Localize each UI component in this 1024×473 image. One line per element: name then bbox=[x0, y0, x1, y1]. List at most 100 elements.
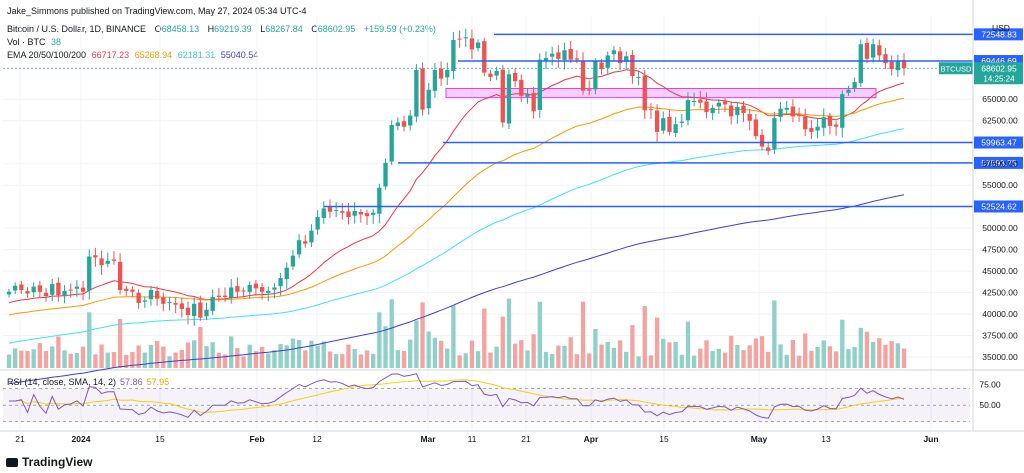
candle-body bbox=[327, 207, 333, 212]
time-tick: 21 bbox=[15, 434, 25, 444]
candle-body bbox=[62, 290, 67, 297]
price-tick: 42500.00 bbox=[982, 288, 1018, 298]
volume-bar bbox=[445, 348, 450, 368]
candle-body bbox=[414, 70, 419, 117]
candle-body bbox=[827, 115, 833, 126]
ema50-value: 65268.94 bbox=[134, 50, 173, 60]
candle-body bbox=[309, 230, 314, 243]
volume-bar bbox=[741, 350, 746, 368]
candle-body bbox=[790, 106, 796, 117]
rsi-pane bbox=[9, 373, 905, 419]
volume-bar bbox=[198, 327, 203, 368]
candle-body bbox=[772, 118, 777, 150]
candle-body bbox=[506, 74, 512, 124]
volume-bar bbox=[229, 336, 234, 368]
change-value: +159.59 (+0.23%) bbox=[363, 24, 436, 34]
candle-body bbox=[673, 124, 678, 133]
candle-body bbox=[611, 50, 617, 55]
candle-body bbox=[729, 105, 734, 117]
horizontal-levels: 72548.83 69446.69 59963.47 57593.75 52524.62… bbox=[3, 28, 1023, 213]
volume-bar bbox=[93, 354, 98, 368]
ema-line bbox=[8, 194, 905, 385]
candle-body bbox=[630, 54, 635, 77]
volume-bar bbox=[562, 345, 567, 368]
volume-bar bbox=[426, 331, 431, 368]
ema-lines bbox=[8, 69, 905, 385]
candle-body bbox=[457, 38, 462, 40]
candle-body bbox=[593, 61, 598, 90]
volume-bar bbox=[321, 341, 326, 368]
candle-body bbox=[401, 121, 407, 127]
volume-bar bbox=[420, 302, 425, 368]
candle-body bbox=[512, 73, 518, 82]
candle-body bbox=[278, 278, 283, 287]
volume-bar bbox=[710, 351, 715, 368]
candle-body bbox=[840, 94, 845, 128]
volume-label: Vol · BTC bbox=[7, 37, 46, 47]
volume-bar bbox=[50, 346, 55, 368]
volume-bar bbox=[346, 344, 351, 368]
candle-body bbox=[19, 284, 24, 291]
volume-bar bbox=[784, 354, 789, 368]
volume-bar bbox=[179, 349, 184, 368]
candle-body bbox=[685, 100, 691, 121]
rsi-legend: RSI (14, close, SMA, 14, 2) 57.86 57.95 bbox=[7, 377, 169, 387]
candle-body bbox=[408, 115, 413, 126]
volume-bar bbox=[185, 342, 191, 368]
volume-bar bbox=[204, 346, 209, 368]
volume-bars bbox=[6, 298, 907, 368]
volume-bar bbox=[895, 343, 900, 368]
symbol-tag bbox=[939, 62, 973, 75]
candle-body bbox=[253, 283, 259, 289]
price-tick: 45000.00 bbox=[982, 266, 1018, 276]
candle-body bbox=[698, 99, 703, 103]
candle-body bbox=[543, 57, 549, 61]
candle-body bbox=[266, 290, 271, 293]
candle-body bbox=[864, 42, 870, 59]
candle-body bbox=[562, 50, 567, 60]
candle-body bbox=[340, 211, 345, 213]
candle-body bbox=[290, 255, 296, 267]
volume-bar bbox=[537, 301, 542, 368]
candle-body bbox=[185, 307, 191, 315]
candle-body bbox=[173, 303, 178, 305]
ema-legend: EMA 20/50/100/200 66717.23 65268.94 6218… bbox=[7, 50, 258, 60]
volume-bar bbox=[654, 317, 660, 368]
volume-bar bbox=[840, 319, 845, 368]
volume-bar bbox=[80, 346, 86, 368]
ema-label: EMA 20/50/100/200 bbox=[7, 50, 87, 60]
candle-body bbox=[815, 126, 820, 131]
candle-body bbox=[691, 100, 697, 102]
volume-bar bbox=[766, 351, 771, 368]
volume-bar bbox=[130, 351, 135, 368]
price-tick: 37500.00 bbox=[982, 331, 1018, 341]
volume-bar bbox=[574, 354, 580, 368]
volume-bar bbox=[315, 345, 320, 368]
candle-body bbox=[833, 124, 839, 127]
candle-body bbox=[241, 290, 246, 292]
candle-body bbox=[889, 61, 894, 70]
volume-bar bbox=[457, 355, 462, 368]
volume-bar bbox=[611, 347, 617, 368]
time-tick: 11 bbox=[468, 434, 477, 444]
candle-body bbox=[87, 256, 92, 291]
candle-body bbox=[877, 45, 882, 56]
candle-body bbox=[117, 261, 123, 291]
time-tick: 2024 bbox=[72, 434, 91, 444]
symbol-title: Bitcoin / U.S. Dollar, 1D, BINANCE bbox=[7, 24, 147, 34]
candle-body bbox=[167, 302, 172, 304]
volume-bar bbox=[630, 325, 635, 368]
volume-bar bbox=[883, 344, 888, 368]
volume-bar bbox=[796, 355, 802, 368]
volume-bar bbox=[43, 351, 49, 368]
volume-bar bbox=[247, 344, 252, 368]
candle-body bbox=[296, 240, 302, 255]
volume-bar bbox=[438, 340, 444, 368]
candle-body bbox=[766, 147, 771, 151]
volume-bar bbox=[778, 344, 783, 368]
candle-body bbox=[136, 292, 141, 303]
volume-bar bbox=[99, 344, 104, 368]
candle-body bbox=[895, 61, 900, 71]
close-value: 68602.95 bbox=[317, 24, 356, 34]
